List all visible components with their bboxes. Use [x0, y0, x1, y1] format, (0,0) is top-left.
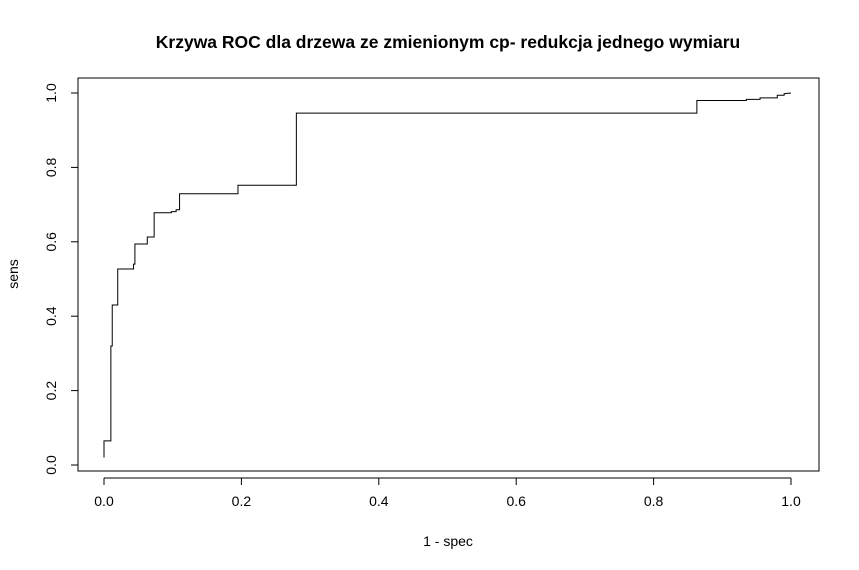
roc-curve [103, 92, 792, 458]
plot-frame [77, 77, 820, 472]
x-tick-label: 1.0 [781, 493, 801, 509]
chart-title: Krzywa ROC dla drzewa ze zmienionym cp- … [156, 32, 740, 52]
x-tick-label: 0.0 [94, 493, 114, 509]
y-tick-label: 1.0 [43, 83, 59, 103]
y-axis: 0.0 0.2 0.4 0.6 0.8 1.0 [43, 83, 79, 475]
y-tick-label: 0.8 [43, 157, 59, 177]
y-tick-label: 0.4 [43, 306, 59, 326]
y-axis-title: sens [5, 259, 21, 289]
x-axis-title: 1 - spec [423, 533, 473, 549]
x-tick-label: 0.4 [369, 493, 389, 509]
y-tick-label: 0.2 [43, 381, 59, 401]
series-layer [103, 92, 792, 458]
x-tick-label: 0.2 [232, 493, 252, 509]
y-tick-label: 0.0 [43, 455, 59, 475]
x-tick-label: 0.6 [506, 493, 526, 509]
x-axis: 0.0 0.2 0.4 0.6 0.8 1.0 [94, 477, 801, 509]
x-tick-label: 0.8 [644, 493, 664, 509]
y-tick-label: 0.6 [43, 232, 59, 252]
